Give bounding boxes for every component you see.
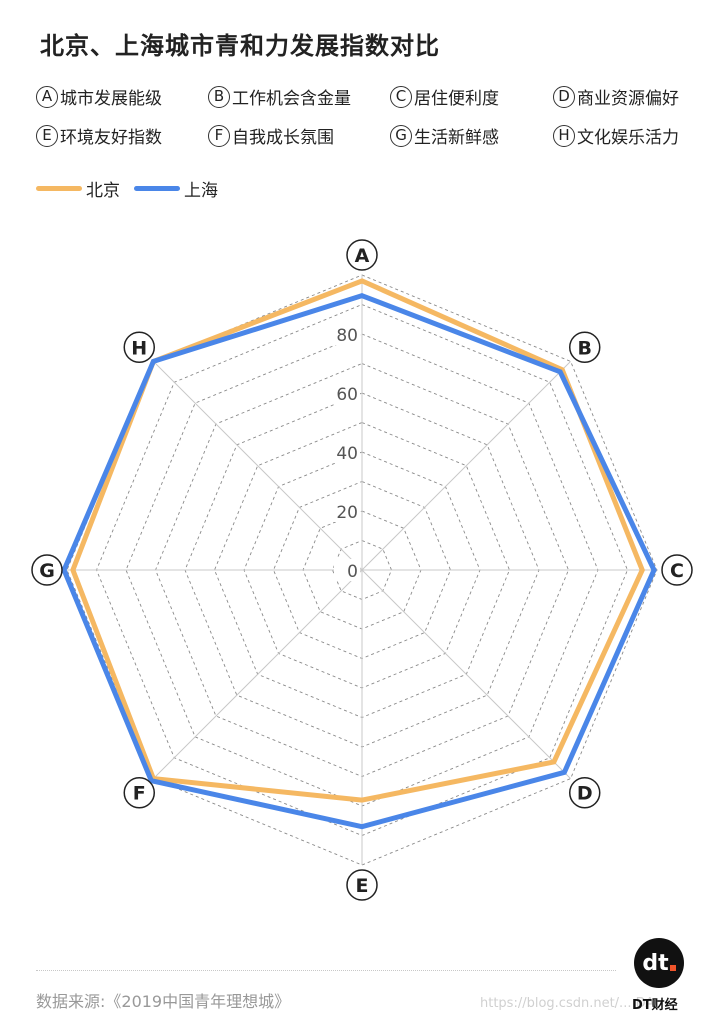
source-note: 数据来源:《2019中国青年理想城》 [36, 992, 291, 1011]
axis-label-circle [346, 869, 378, 901]
tick-label-bg [334, 559, 360, 581]
dimension-letter: H [553, 124, 575, 147]
dimension-letter: B [208, 85, 230, 108]
dimension-label: 环境友好指数 [60, 128, 162, 148]
grid-ring-outer [66, 274, 658, 866]
axis-label-circle [661, 554, 693, 586]
grid-spoke [361, 569, 571, 779]
dimension-legend-item: A 城市发展能级 [36, 84, 208, 109]
grid-spoke [153, 569, 363, 779]
axis-label-circle [123, 331, 156, 364]
brand-logo-dot [669, 965, 676, 971]
axis-label-circle [31, 554, 63, 586]
series-legend: 北京 上海 [36, 176, 232, 201]
dimension-label: 生活新鲜感 [414, 128, 499, 148]
series-legend-entry: 上海 [134, 176, 218, 201]
dimension-label: 商业资源偏好 [577, 89, 679, 109]
dimension-legend-item: B 工作机会含金量 [208, 84, 390, 109]
chart-title: 北京、上海城市青和力发展指数对比 [40, 32, 440, 60]
axis-label-circle [346, 239, 378, 271]
series-swatch [134, 186, 180, 191]
dimension-letter: F [208, 124, 230, 147]
series-name: 北京 [86, 181, 120, 201]
dimension-label: 文化娱乐活力 [577, 128, 679, 148]
dimension-letter: D [553, 85, 575, 108]
series-legend-entry: 北京 [36, 176, 120, 201]
dimension-letter: C [390, 85, 412, 108]
tick-label: 80 [336, 326, 358, 346]
axis-label: B [577, 337, 591, 359]
dimension-letter: G [390, 124, 412, 147]
dimension-legend-item: D 商业资源偏好 [553, 84, 716, 109]
tick-label-bg [334, 382, 360, 404]
axis-label-circle [568, 331, 601, 364]
tick-label: 0 [347, 562, 358, 582]
dimension-legend: A 城市发展能级 B 工作机会含金量 C 居住便利度 D 商业资源偏好 E 环境… [36, 84, 716, 162]
tick-label: 20 [336, 503, 358, 523]
dimension-label: 居住便利度 [414, 89, 499, 109]
dimension-legend-item: C 居住便利度 [390, 84, 553, 109]
series-shanghai-line [61, 293, 657, 830]
axis-label: H [131, 337, 147, 359]
tick-label-bg [334, 500, 360, 522]
dimension-letter: A [36, 85, 58, 108]
axis-label: A [355, 245, 370, 267]
dimension-label: 自我成长氛围 [232, 128, 334, 148]
series-name: 上海 [184, 181, 218, 201]
dimension-legend-item: H 文化娱乐活力 [553, 123, 716, 148]
brand-name: DT财经 [632, 998, 678, 1013]
grid-spoke [153, 361, 363, 571]
dimension-label: 工作机会含金量 [232, 89, 351, 109]
tick-label: 60 [336, 385, 358, 405]
axis-label: C [670, 560, 684, 582]
axis-label-circle [568, 776, 601, 809]
tick-label-bg [334, 323, 360, 345]
dimension-label: 城市发展能级 [60, 89, 162, 109]
brand-logo-text: dt [642, 950, 669, 976]
series-swatch [36, 186, 82, 191]
axis-label: E [356, 875, 369, 897]
tick-label-bg [334, 441, 360, 463]
axis-label: D [577, 783, 593, 805]
tick-label: 40 [336, 444, 358, 464]
axis-label: G [39, 560, 55, 582]
axis-label-circle [123, 776, 156, 809]
footer-divider [36, 970, 616, 971]
dimension-letter: E [36, 124, 58, 147]
axis-label: F [133, 783, 146, 805]
dimension-legend-item: E 环境友好指数 [36, 123, 208, 148]
watermark-text: https://blog.csdn.net/... DA [480, 996, 655, 1011]
dimension-legend-item: G 生活新鲜感 [390, 123, 553, 148]
grid-spoke [361, 361, 571, 571]
dimension-legend-item: F 自我成长氛围 [208, 123, 390, 148]
brand-logo: dt [634, 938, 684, 988]
